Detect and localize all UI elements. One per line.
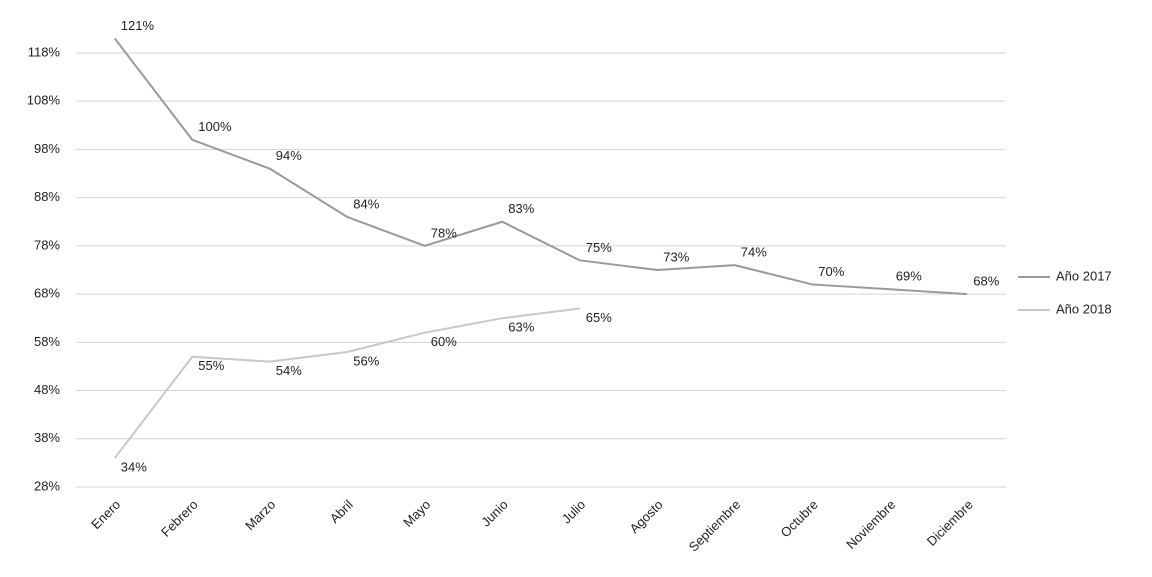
data-label: 54% — [276, 363, 302, 378]
y-tick-label: 118% — [28, 44, 61, 59]
y-tick-label: 28% — [34, 478, 60, 493]
y-tick-label: 38% — [34, 430, 60, 445]
y-tick-label: 108% — [27, 93, 61, 108]
y-tick-label: 98% — [34, 141, 60, 156]
data-label: 56% — [353, 353, 379, 368]
data-label: 60% — [431, 334, 457, 349]
data-label: 94% — [276, 148, 302, 163]
data-label: 75% — [586, 240, 612, 255]
data-label: 68% — [973, 274, 999, 289]
series-line — [113, 307, 580, 459]
data-label: 55% — [198, 358, 224, 373]
y-tick-label: 88% — [34, 189, 60, 204]
legend-label: Año 2018 — [1056, 301, 1112, 316]
data-label: 83% — [508, 201, 534, 216]
data-label: 34% — [121, 460, 147, 475]
data-label: 73% — [663, 249, 689, 264]
y-tick-label: 58% — [34, 334, 60, 349]
data-label: 121% — [121, 18, 155, 33]
data-label: 63% — [508, 320, 534, 335]
data-label: 69% — [896, 269, 922, 284]
data-label: 84% — [353, 196, 379, 211]
series-line — [113, 37, 968, 296]
data-label: 74% — [741, 245, 767, 260]
legend-label: Año 2017 — [1056, 268, 1112, 283]
data-label: 65% — [586, 310, 612, 325]
y-tick-label: 68% — [34, 286, 60, 301]
data-label: 100% — [198, 119, 232, 134]
y-tick-label: 78% — [34, 237, 60, 252]
y-tick-label: 48% — [34, 382, 60, 397]
data-label: 78% — [431, 225, 457, 240]
data-label: 70% — [818, 264, 844, 279]
